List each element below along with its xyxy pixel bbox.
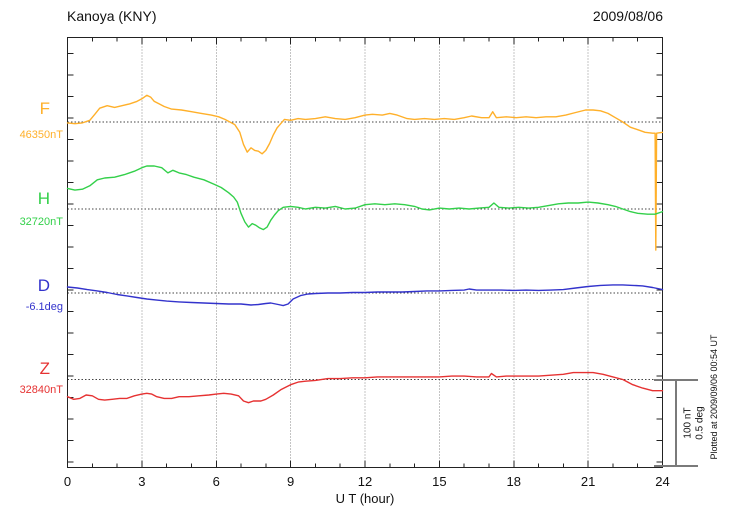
station-title: Kanoya (KNY) (67, 8, 157, 24)
plot-date: 2009/08/06 (592, 8, 663, 24)
channel-baseline-F: 46350nT (19, 129, 63, 141)
x-tick-label: 9 (287, 474, 295, 489)
channel-label-Z: Z (39, 359, 50, 378)
x-tick-label: 21 (580, 474, 596, 489)
x-tick-label: 18 (506, 474, 521, 489)
channel-baseline-H: 32720nT (19, 216, 63, 228)
x-tick-label: 12 (357, 474, 373, 489)
channel-baseline-Z: 32840nT (19, 384, 63, 396)
x-tick-label: 6 (212, 474, 220, 489)
plotted-at-note: Plotted at 2009/09/06 00:54 UT (709, 334, 719, 460)
x-tick-label: 15 (432, 474, 447, 489)
channel-label-D: D (37, 276, 50, 295)
scalebar-label-deg: 0.5 deg (694, 406, 706, 440)
channel-label-F: F (39, 99, 50, 118)
channel-baseline-D: -6.1deg (25, 301, 63, 313)
x-tick-label: 0 (63, 474, 72, 489)
channel-label-H: H (37, 189, 50, 208)
x-tick-label: 3 (138, 474, 146, 489)
scalebar-label-nt: 100 nT (682, 407, 694, 439)
x-tick-label: 24 (655, 474, 670, 489)
x-axis-title: U T (hour) (335, 491, 395, 506)
